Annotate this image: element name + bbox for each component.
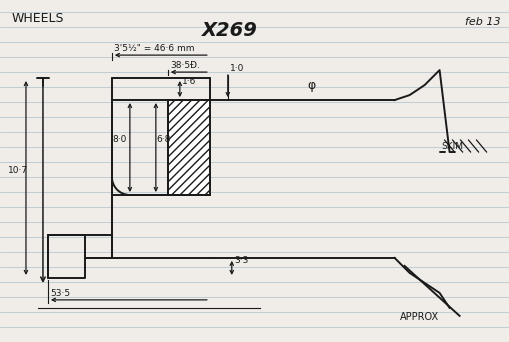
Polygon shape	[168, 100, 210, 195]
Text: APPROX: APPROX	[400, 312, 439, 322]
Text: 3·3: 3·3	[234, 256, 248, 265]
Text: φ: φ	[307, 79, 316, 92]
Text: 10·7: 10·7	[8, 166, 28, 175]
Text: 1·0: 1·0	[230, 64, 244, 73]
Text: 6·8: 6·8	[157, 135, 171, 144]
Text: 8·0: 8·0	[112, 135, 126, 144]
Text: WHEELS: WHEELS	[12, 12, 65, 25]
Text: feb 13: feb 13	[465, 17, 500, 27]
Text: 3'5½" = 46·6 mm: 3'5½" = 46·6 mm	[114, 44, 194, 53]
Text: SKIM: SKIM	[442, 142, 464, 151]
Text: 53·5: 53·5	[50, 289, 70, 298]
Text: X269: X269	[202, 21, 258, 40]
Text: 38·5Ð.: 38·5Ð.	[170, 61, 200, 70]
Text: 1·6: 1·6	[182, 77, 196, 86]
